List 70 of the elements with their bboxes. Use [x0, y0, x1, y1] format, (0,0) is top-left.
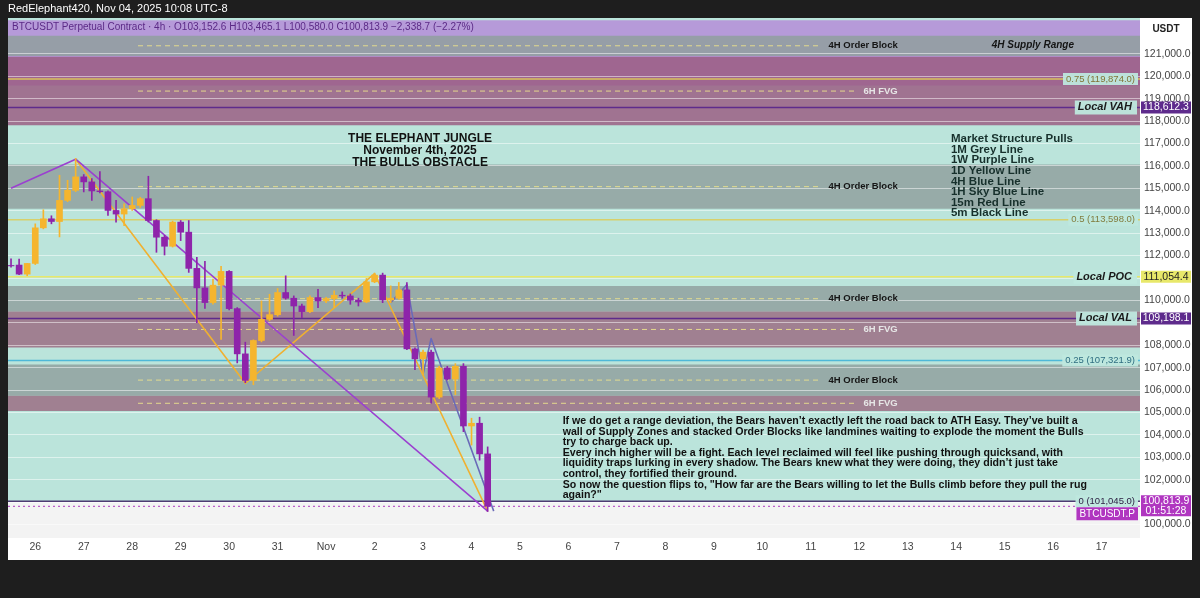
- y-tick-label: 110,000.0: [1144, 293, 1191, 306]
- annotation: THE BULLS OBSTACLE: [352, 155, 488, 170]
- x-tick-label: 2: [371, 540, 378, 553]
- x-tick-label: 15: [998, 540, 1011, 553]
- y-tick-label: 106,000.0: [1144, 382, 1191, 395]
- band-label: 4H Supply Range: [990, 39, 1075, 51]
- x-tick-label: 17: [1095, 540, 1108, 553]
- x-tick-label: 30: [223, 540, 236, 553]
- y-tick-label: 117,000.0: [1144, 136, 1191, 149]
- ref-line-label: Local VAH: [1077, 100, 1134, 113]
- x-tick-label: 3: [420, 540, 427, 553]
- candlestick: [217, 266, 225, 340]
- candlestick: [120, 203, 128, 226]
- x-tick-label: 16: [1047, 540, 1060, 553]
- band-label: 6H FVG: [863, 84, 898, 96]
- band-label: 6H FVG: [863, 396, 898, 408]
- x-tick-label: 26: [29, 540, 42, 553]
- y-tick-label: 102,000.0: [1144, 472, 1191, 485]
- x-tick-label: 5: [517, 540, 524, 553]
- text: THE ELEPHANT JUNGLE: [348, 131, 493, 146]
- x-tick-label: 13: [901, 540, 914, 553]
- y-tick-label: 107,000.0: [1144, 360, 1191, 373]
- x-tick-label: Nov: [316, 540, 337, 553]
- x-tick-label: 29: [174, 540, 187, 553]
- x-tick-label: 12: [853, 540, 866, 553]
- x-tick-label: 28: [126, 540, 139, 553]
- y-tick-label: 108,000.0: [1144, 338, 1191, 351]
- text: November 4th, 2025: [363, 143, 478, 158]
- ref-line-label: 0.5 (113,598.0): [1071, 213, 1135, 225]
- y-tick-label: 118,000.0: [1144, 113, 1191, 126]
- y-tick-label: 112,000.0: [1144, 248, 1191, 261]
- y-tick-label: 115,000.0: [1144, 181, 1191, 194]
- x-tick-label: 4: [468, 540, 475, 553]
- y-tick-label: 113,000.0: [1144, 226, 1191, 239]
- ref-line-label: 0.75 (119,874.0): [1065, 72, 1135, 84]
- band-label: 4H Order Block: [828, 373, 899, 385]
- y-tick-label: 105,000.0: [1144, 405, 1191, 418]
- ref-line-label: 0 (101,045.0): [1078, 494, 1135, 506]
- x-tick-label: 14: [950, 540, 963, 553]
- y-tick-label: 121,000.0: [1144, 46, 1191, 59]
- y-tick-label: 104,000.0: [1144, 427, 1191, 440]
- x-tick-label: 6: [565, 540, 572, 553]
- text: 109,198.1: [1142, 311, 1190, 324]
- text: RedElephant420, Nov 04, 2025 10:08 UTC-8: [8, 2, 228, 15]
- ref-line-label: Local VAL: [1079, 311, 1133, 324]
- y-axis-title: USDT: [1152, 22, 1180, 34]
- x-tick-label: 8: [662, 540, 669, 553]
- x-tick-label: 9: [710, 540, 717, 553]
- text: 01:51:28: [1145, 504, 1187, 517]
- band-label: 4H Order Block: [828, 180, 899, 192]
- band-label: 4H Order Block: [828, 292, 899, 304]
- text: 100,813.9: [1142, 494, 1190, 507]
- x-tick-label: 11: [805, 540, 817, 553]
- x-tick-label: 7: [614, 540, 620, 553]
- y-tick-label: 103,000.0: [1144, 450, 1191, 463]
- annotation: BTCUSDT Perpetual Contract · 4h · O103,152.6 H103,465.1 L100,580.0 C100,813.9 −2,338.7 (−2.27%): [12, 20, 474, 32]
- ref-line-label: Local POC: [1076, 269, 1134, 282]
- x-tick-label: 27: [77, 540, 90, 553]
- y-tick-label: 116,000.0: [1144, 158, 1191, 171]
- x-tick-label: 10: [756, 540, 769, 553]
- band-label: 4H Order Block: [828, 39, 899, 51]
- ref-line-label: BTCUSDT.P: [1079, 507, 1136, 519]
- text: 111,054.4: [1143, 269, 1189, 282]
- ref-line-label: 0.25 (107,321.9): [1065, 354, 1135, 366]
- x-tick-label: 31: [271, 540, 284, 553]
- band-label: 6H FVG: [863, 323, 898, 335]
- y-tick-label: 114,000.0: [1144, 203, 1191, 216]
- y-tick-label: 100,000.0: [1144, 517, 1191, 530]
- annotation: If we do get a range deviation, the Bears haven’t exactly left the road back to ATH Easy. They’ve built a wall of Supply Zones and stacked Order Blocks like landmines waiting to explode the moment the Bulls try to charge back up.: [561, 413, 1084, 448]
- y-tick-label: 120,000.0: [1144, 69, 1191, 82]
